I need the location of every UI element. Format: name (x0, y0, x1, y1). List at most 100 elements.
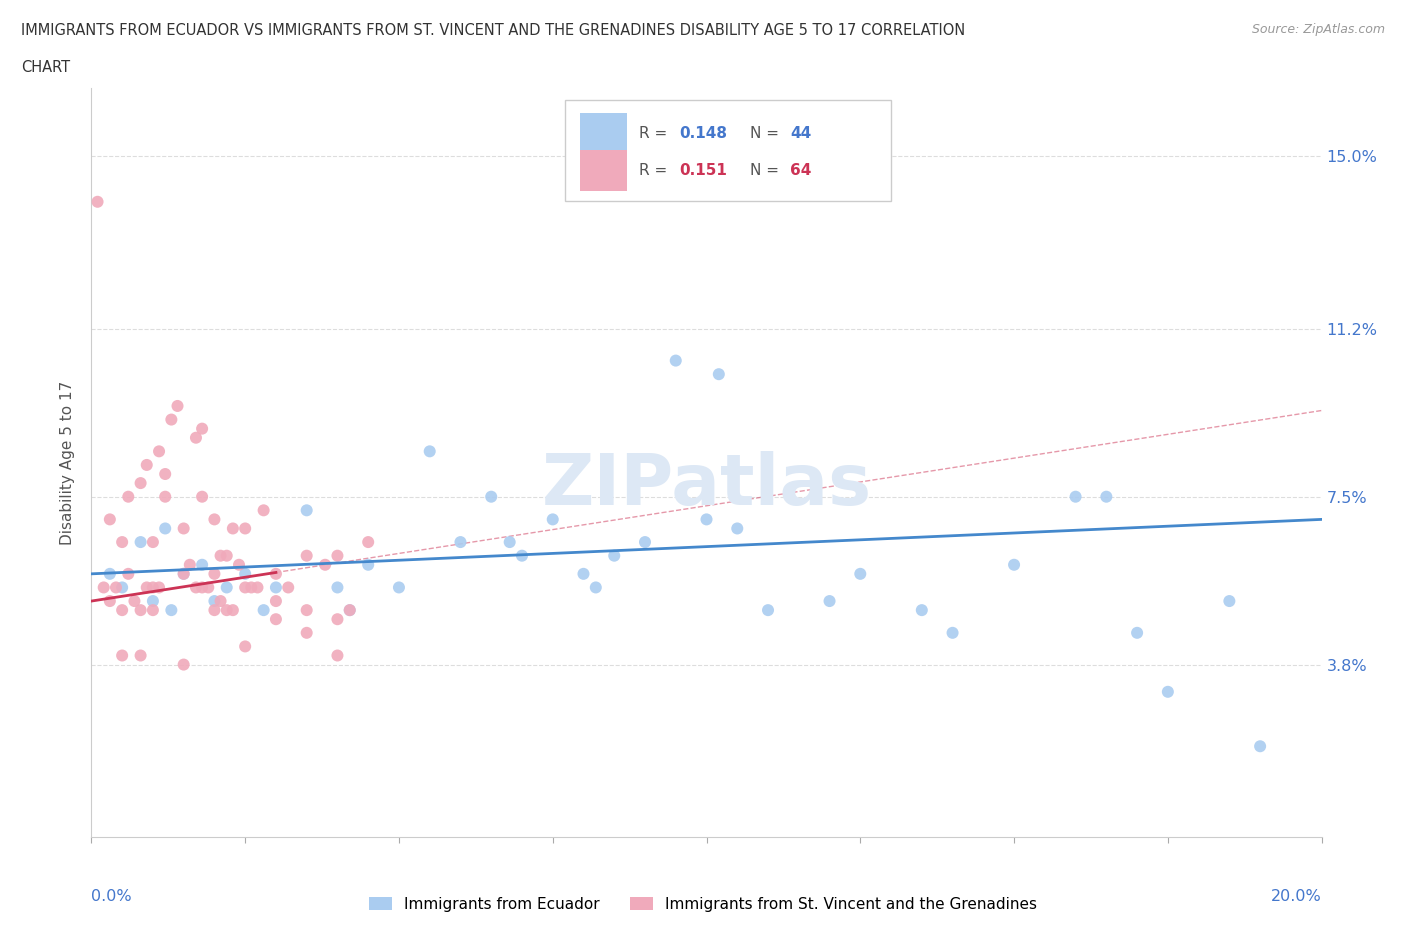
Point (153, 467, 177, 482)
Point (86, 194, 108, 209)
Text: N =: N = (749, 163, 783, 179)
Text: 0.148: 0.148 (679, 126, 727, 140)
Point (202, 566, 225, 581)
Point (357, 557, 380, 572)
Point (339, 603, 361, 618)
Point (277, 580, 299, 595)
Point (603, 549, 626, 564)
Point (634, 535, 657, 550)
Bar (579, 113, 627, 153)
Point (215, 549, 238, 564)
Point (215, 580, 238, 595)
Point (191, 557, 214, 572)
Text: Source: ZipAtlas.com: Source: ZipAtlas.com (1251, 23, 1385, 36)
Point (142, 603, 165, 618)
Point (129, 475, 152, 490)
Point (326, 549, 349, 564)
Text: 20.0%: 20.0% (1271, 889, 1322, 904)
Point (142, 535, 165, 550)
Point (129, 648, 152, 663)
Point (202, 603, 225, 618)
Text: IMMIGRANTS FROM ECUADOR VS IMMIGRANTS FROM ST. VINCENT AND THE GRENADINES DISABI: IMMIGRANTS FROM ECUADOR VS IMMIGRANTS FR… (21, 23, 966, 38)
Point (264, 612, 287, 627)
Point (135, 580, 157, 595)
Point (849, 566, 872, 581)
Point (105, 580, 127, 595)
Point (98, 566, 121, 581)
Point (326, 648, 349, 663)
Point (252, 603, 274, 618)
Point (339, 603, 361, 618)
Point (111, 535, 134, 550)
Text: 0.151: 0.151 (679, 163, 727, 179)
Text: R =: R = (638, 126, 672, 140)
Point (173, 521, 195, 536)
Point (1064, 489, 1087, 504)
Point (197, 580, 219, 595)
Point (93, 580, 115, 595)
Point (449, 535, 471, 550)
Point (191, 421, 214, 436)
Bar (579, 150, 627, 192)
Point (233, 639, 256, 654)
Point (142, 580, 165, 595)
Text: 44: 44 (790, 126, 811, 140)
Point (326, 612, 349, 627)
Point (129, 535, 152, 550)
Point (179, 557, 201, 572)
FancyBboxPatch shape (565, 100, 891, 201)
Point (1126, 625, 1149, 640)
Point (1002, 557, 1025, 572)
Point (173, 566, 195, 581)
Point (419, 444, 441, 458)
Text: 64: 64 (790, 163, 811, 179)
Point (191, 580, 214, 595)
Point (129, 603, 152, 618)
Point (222, 521, 245, 536)
Point (585, 580, 607, 595)
Point (222, 603, 245, 618)
Point (295, 549, 318, 564)
Point (160, 412, 183, 427)
Text: CHART: CHART (21, 60, 70, 75)
Point (209, 549, 232, 564)
Point (818, 593, 841, 608)
Point (111, 648, 134, 663)
Point (148, 444, 170, 458)
Point (295, 625, 318, 640)
Point (541, 512, 564, 526)
Y-axis label: Disability Age 5 to 17: Disability Age 5 to 17 (60, 380, 76, 545)
Point (295, 603, 318, 618)
Point (911, 603, 934, 618)
Point (135, 458, 157, 472)
Point (357, 535, 380, 550)
Point (665, 353, 688, 368)
Point (314, 557, 336, 572)
Point (191, 489, 214, 504)
Point (228, 557, 250, 572)
Point (1218, 593, 1240, 608)
Point (173, 658, 195, 672)
Point (202, 512, 225, 526)
Point (233, 566, 256, 581)
Point (153, 489, 177, 504)
Text: 0.0%: 0.0% (91, 889, 132, 904)
Point (209, 593, 232, 608)
Point (240, 580, 263, 595)
Text: R =: R = (638, 163, 672, 179)
Point (1095, 489, 1118, 504)
Point (1157, 684, 1180, 699)
Point (173, 566, 195, 581)
Point (695, 512, 717, 526)
Point (98, 512, 121, 526)
Legend: Immigrants from Ecuador, Immigrants from St. Vincent and the Grenadines: Immigrants from Ecuador, Immigrants from… (363, 890, 1043, 918)
Point (111, 580, 134, 595)
Point (148, 580, 170, 595)
Point (202, 593, 225, 608)
Point (184, 431, 207, 445)
Point (153, 521, 177, 536)
Point (388, 580, 411, 595)
Point (252, 503, 274, 518)
Point (264, 580, 287, 595)
Point (707, 366, 730, 381)
